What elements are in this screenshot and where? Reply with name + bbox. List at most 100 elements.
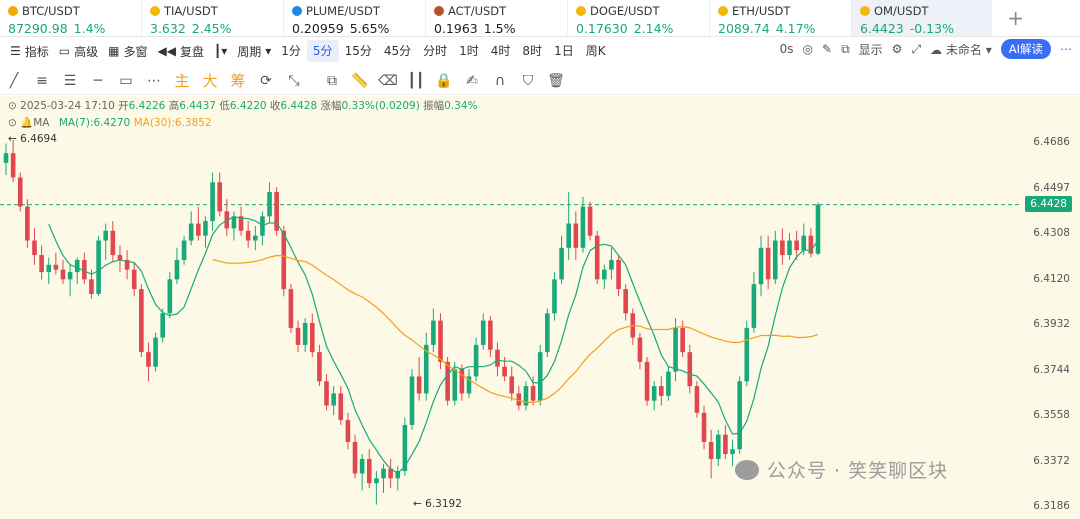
magnet-icon[interactable]: ∩ [494,72,506,89]
lock-icon[interactable]: 🔒 [435,72,453,89]
tab-plume[interactable]: PLUME/USDT 0.20959 5.65% [284,0,426,36]
bell-icon[interactable]: 🔔 [20,117,34,129]
copy-icon[interactable]: ⧉ [327,72,337,89]
candle-body [694,386,700,413]
candle-body [473,344,479,377]
timeframe-6[interactable]: 4时 [490,44,511,58]
candle-body [537,352,543,401]
candle-body [388,468,393,479]
price-tick: 6.3186 [1033,500,1070,512]
pattern-icon[interactable]: ⟳ [260,72,272,89]
tab-price: 2089.74 [718,21,770,36]
horizontal-ray-icon[interactable]: ─ [93,72,103,89]
collapse-icon[interactable]: ⊙ [8,100,17,112]
candle-body [680,327,685,353]
candle-body [616,259,621,290]
frame-icon[interactable]: ⧉ [841,41,850,56]
timeframe-7[interactable]: 8时 [522,44,543,58]
rectangle-icon[interactable]: ▭ [119,72,133,89]
candle-body [25,206,30,241]
tab-quote: 87290.98 1.4% [8,21,141,36]
layout-button[interactable]: ☁ 未命名 ▾ [930,42,992,57]
timeframe-4[interactable]: 分时 [423,44,448,58]
filter-icon[interactable]: ⛉ [522,72,534,89]
ai-interpret-button[interactable]: AI解读 [1000,39,1051,59]
low-marker-value: 6.3192 [425,498,462,510]
trash-icon[interactable]: 🗑 [547,72,565,89]
price-tick: 6.3558 [1033,409,1070,421]
ma7-value: MA(7):6.4270 [58,117,131,129]
ma30-value: MA(30):6.3852 [133,117,212,129]
candle-body [780,240,785,256]
draw-char-big[interactable]: 大 [202,72,218,90]
high-marker-value: 6.4694 [20,133,57,145]
horizontal-lines-icon[interactable]: ≡ [36,72,48,89]
candle-body [10,153,16,178]
eraser-icon[interactable]: ⌫ [378,72,398,89]
tab-act[interactable]: ACT/USDT 0.1963 1.5% [426,0,568,36]
gear-icon[interactable]: ⚙ [891,42,903,56]
candle-body [566,223,572,248]
price-tick: 6.3744 [1033,363,1070,376]
draw-char-main[interactable]: 主 [174,72,190,90]
timeframe-2[interactable]: 15分 [344,44,372,58]
display-button[interactable]: 显示 [858,42,883,57]
candle-body [673,327,678,372]
candle-body [516,393,522,406]
change-label: 涨幅 [320,100,342,112]
measure-icon[interactable]: ⤡ [288,72,300,89]
camera-icon[interactable]: ◎ [802,42,814,56]
tab-quote: 0.1963 1.5% [434,21,567,36]
rewind-icon: ◀◀ [157,44,176,58]
ruler-icon[interactable]: 📏 [351,72,369,89]
candle-body [573,223,579,248]
tab-om[interactable]: OM/USDT 6.4423 -0.13% [852,0,992,36]
multi-window-button[interactable]: ▦ 多窗 [108,43,147,60]
period-button[interactable]: 周期 ▾ [237,43,271,60]
period-label: 周期 [237,44,262,59]
trendline-icon[interactable]: ╱ [9,72,19,89]
timeframe-8[interactable]: 1日 [554,44,574,58]
chart-area[interactable] [0,96,1080,519]
note-icon[interactable]: ✍ [466,72,478,89]
tab-tia[interactable]: TIA/USDT 3.632 2.45% [142,0,284,36]
pencil-icon[interactable]: ✎ [822,42,833,56]
tab-btc[interactable]: BTC/USDT 87290.98 1.4% [0,0,142,36]
candle-body [174,259,180,280]
fullscreen-icon[interactable]: ⤢ [911,41,922,56]
candle-body [46,264,52,273]
timeframe-1[interactable]: 5分 [306,40,339,62]
candle-body [431,320,436,345]
grid-icon: ▦ [108,44,120,58]
timeframe-9[interactable]: 周K [585,44,606,58]
more-icon[interactable]: ⋯ [147,72,161,89]
eye-icon[interactable]: ⊙ [8,117,17,129]
symbol-label: OM/USDT [874,4,929,18]
candle-body [324,381,329,406]
add-tab-icon[interactable]: + [1007,6,1024,30]
coin-icon [150,6,160,16]
advanced-button[interactable]: ▭ 高级 [59,43,98,60]
candle-body [96,240,101,294]
timeframe-3[interactable]: 45分 [383,44,412,58]
tab-change: 1.4% [73,21,106,36]
tab-doge[interactable]: DOGE/USDT 0.17630 2.14% [568,0,710,36]
share-icon[interactable]: ⋯ [1060,42,1072,56]
timeframe-0[interactable]: 1分 [281,44,301,58]
chart-type-button[interactable]: ┃▾ [214,44,227,58]
candle-tool-icon[interactable]: ┃┃ [407,72,425,89]
tab-eth[interactable]: ETH/USDT 2089.74 4.17% [710,0,852,36]
tab-change: 1.5% [483,21,516,36]
advanced-icon: ▭ [58,44,71,58]
candle-body [480,320,486,345]
replay-button[interactable]: ◀◀ 复盘 [158,43,204,60]
low-label: 低 [219,100,230,112]
draw-char-chip[interactable]: 筹 [230,72,246,90]
parallel-channel-icon[interactable]: ☰ [63,72,77,89]
candle-body [39,255,44,273]
indicators-button[interactable]: ☰ 指标 [10,43,49,60]
close-value: 6.4428 [280,100,318,112]
candle-body [381,468,386,479]
timeframe-5[interactable]: 1时 [459,44,479,58]
